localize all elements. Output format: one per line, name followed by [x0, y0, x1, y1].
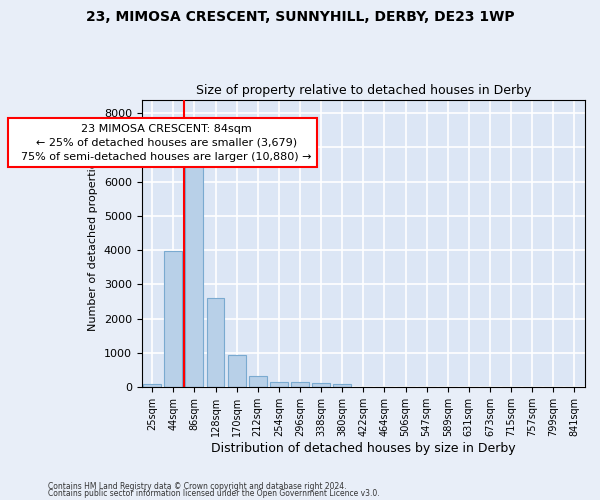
Bar [227, 354, 245, 387]
Bar [270, 382, 288, 387]
Bar [291, 382, 309, 387]
Bar [185, 161, 203, 387]
X-axis label: Distribution of detached houses by size in Derby: Distribution of detached houses by size … [211, 442, 515, 455]
Bar [312, 384, 330, 387]
Bar [206, 298, 224, 387]
Bar [143, 384, 161, 387]
Y-axis label: Number of detached properties: Number of detached properties [88, 156, 98, 331]
Text: 23 MIMOSA CRESCENT: 84sqm
  ← 25% of detached houses are smaller (3,679)
  75% o: 23 MIMOSA CRESCENT: 84sqm ← 25% of detac… [14, 124, 311, 162]
Text: 23, MIMOSA CRESCENT, SUNNYHILL, DERBY, DE23 1WP: 23, MIMOSA CRESCENT, SUNNYHILL, DERBY, D… [86, 10, 514, 24]
Bar [164, 252, 182, 387]
Bar [333, 384, 351, 387]
Title: Size of property relative to detached houses in Derby: Size of property relative to detached ho… [196, 84, 531, 97]
Bar [249, 376, 267, 387]
Text: Contains public sector information licensed under the Open Government Licence v3: Contains public sector information licen… [48, 490, 380, 498]
Text: Contains HM Land Registry data © Crown copyright and database right 2024.: Contains HM Land Registry data © Crown c… [48, 482, 347, 491]
